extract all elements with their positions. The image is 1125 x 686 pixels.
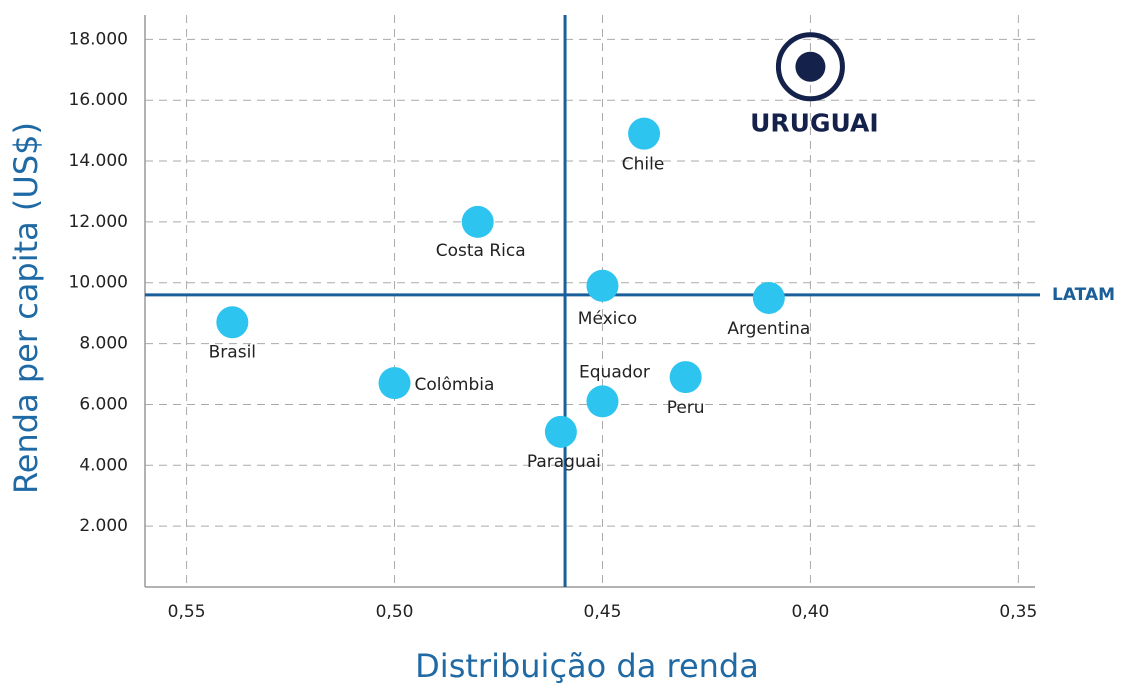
- point: [586, 269, 619, 302]
- point: [628, 117, 661, 150]
- x-tick-label: 0,40: [791, 602, 829, 622]
- point-label: Brasil: [209, 342, 256, 362]
- highlight-ring: [775, 32, 845, 102]
- x-tick-label: 0,55: [168, 602, 206, 622]
- y-tick-label: 6.000: [79, 394, 128, 414]
- y-tick-label: 12.000: [69, 212, 128, 232]
- y-axis-title: Renda per capita (US$): [7, 122, 45, 494]
- point: [378, 367, 411, 400]
- x-axis-title: Distribuição da renda: [415, 647, 759, 685]
- x-tick-label: 0,35: [999, 602, 1037, 622]
- point: [795, 51, 826, 82]
- point: [586, 385, 619, 418]
- point: [216, 306, 249, 339]
- point-label: Chile: [622, 155, 665, 175]
- point-label: Argentina: [727, 319, 810, 339]
- point: [544, 415, 577, 448]
- point: [461, 205, 494, 238]
- point-label: URUGUAI: [750, 109, 879, 138]
- point-label: Colômbia: [415, 375, 495, 395]
- y-tick-label: 2.000: [79, 516, 128, 536]
- reference-label: LATAM: [1052, 285, 1115, 305]
- y-tick-label: 8.000: [79, 334, 128, 354]
- x-tick-label: 0,50: [376, 602, 414, 622]
- y-tick-label: 16.000: [69, 90, 128, 110]
- point-label: México: [578, 309, 637, 329]
- y-tick-label: 14.000: [69, 151, 128, 171]
- point-label: Costa Rica: [436, 241, 526, 261]
- y-tick-label: 10.000: [69, 273, 128, 293]
- y-tick-label: 18.000: [69, 29, 128, 49]
- point-label: Paraguai: [527, 452, 601, 472]
- x-tick-label: 0,45: [584, 602, 622, 622]
- y-tick-label: 4.000: [79, 455, 128, 475]
- point: [669, 361, 702, 394]
- point-label: Peru: [667, 398, 705, 418]
- point-label: Equador: [579, 362, 650, 382]
- point: [752, 281, 785, 314]
